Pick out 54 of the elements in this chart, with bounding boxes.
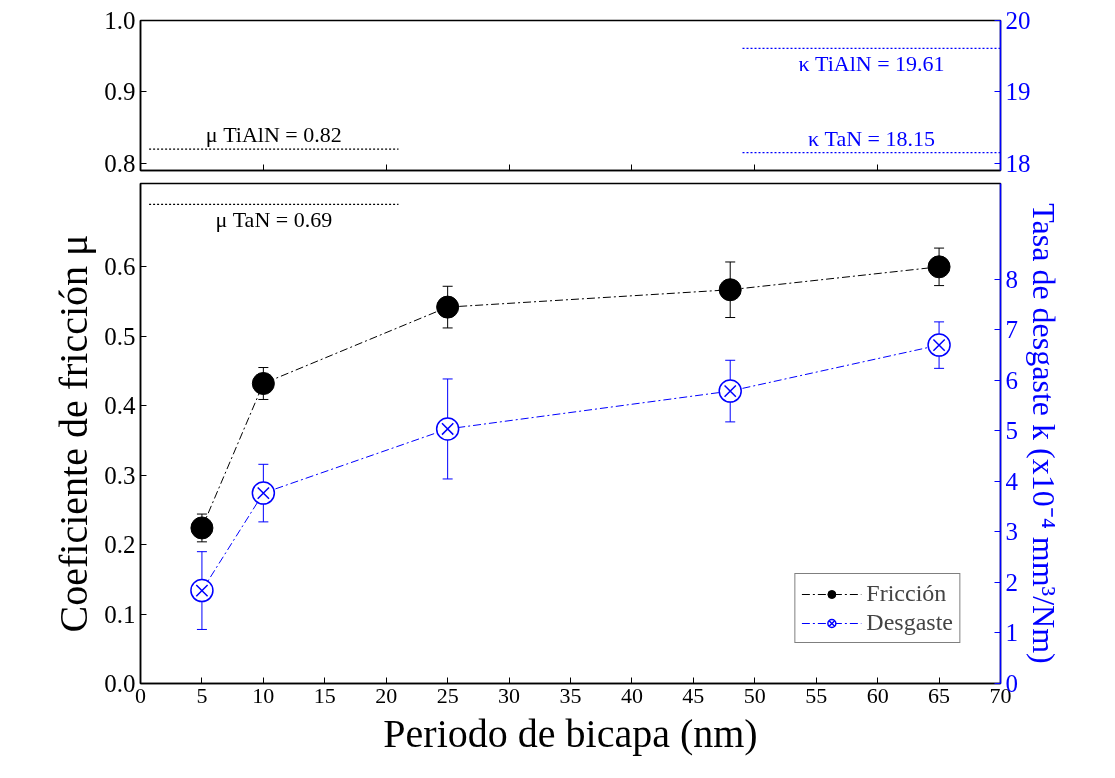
point xyxy=(718,278,742,302)
point xyxy=(190,578,214,603)
point xyxy=(435,417,460,441)
y2-tick-label: 5 xyxy=(1005,417,1018,445)
y-tick-label: 0.3 xyxy=(104,461,136,489)
ref-line-label: μ TiAlN = 0.82 xyxy=(205,122,342,148)
x-tick-label: 65 xyxy=(928,682,951,708)
point xyxy=(251,481,276,505)
y-tick-label: 0.5 xyxy=(104,322,136,350)
y2-tick-label: 19 xyxy=(1005,78,1031,106)
point xyxy=(190,516,214,540)
x-tick-label: 55 xyxy=(805,682,828,708)
point xyxy=(251,372,275,395)
x-tick-label: 0 xyxy=(135,682,146,708)
ref-line-label: μ TaN = 0.69 xyxy=(215,207,333,233)
y-tick-label: 1.0 xyxy=(104,7,136,34)
x-tick-label: 60 xyxy=(866,682,889,708)
ref-line-label: κ TaN = 18.15 xyxy=(807,125,936,151)
y2-tick-label: 18 xyxy=(1005,149,1031,177)
y2-tick-label: 8 xyxy=(1005,265,1018,293)
x-tick-label: 20 xyxy=(375,682,398,708)
x-tick-label: 15 xyxy=(313,682,336,708)
y-tick-label: 0.2 xyxy=(104,531,136,559)
y2-tick-label: 3 xyxy=(1005,518,1018,546)
y-tick-label: 0.0 xyxy=(104,670,136,697)
y2-axis-title: Tasa de desgaste k (x10⁻⁴ mm³/Nm) xyxy=(1026,203,1062,664)
x-axis-title: Periodo de bicapa (nm) xyxy=(383,710,758,756)
x-tick-label: 30 xyxy=(498,682,521,708)
y-tick-label: 0.6 xyxy=(104,253,136,281)
x-tick-label: 45 xyxy=(682,682,705,708)
y2-tick-label: 7 xyxy=(1005,316,1018,344)
y2-tick-label: 1 xyxy=(1005,619,1018,647)
x-tick-label: 50 xyxy=(743,682,766,708)
y-tick-label: 0.9 xyxy=(104,78,136,106)
legend-label: Fricción xyxy=(866,580,947,607)
ref-line-label: κ TiAlN = 19.61 xyxy=(798,51,945,77)
legend-label: Desgaste xyxy=(866,609,953,636)
point xyxy=(927,255,951,279)
x-tick-label: 5 xyxy=(196,682,208,708)
y-axis-title: Coeficiente de fricción μ xyxy=(51,234,97,633)
y2-tick-label: 6 xyxy=(1005,366,1018,394)
point xyxy=(436,295,460,319)
y-tick-label: 0.1 xyxy=(104,600,136,628)
x-tick-label: 25 xyxy=(436,682,459,708)
x-tick-label: 35 xyxy=(559,682,582,708)
x-tick-label: 10 xyxy=(252,682,275,708)
y2-tick-label: 4 xyxy=(1005,467,1019,495)
point xyxy=(718,379,742,403)
point xyxy=(927,333,951,357)
y-tick-label: 0.4 xyxy=(104,392,136,420)
y2-tick-label: 20 xyxy=(1005,7,1031,34)
y-tick-label: 0.8 xyxy=(104,149,136,177)
x-tick-label: 40 xyxy=(620,682,643,708)
y2-tick-label: 2 xyxy=(1005,568,1018,596)
